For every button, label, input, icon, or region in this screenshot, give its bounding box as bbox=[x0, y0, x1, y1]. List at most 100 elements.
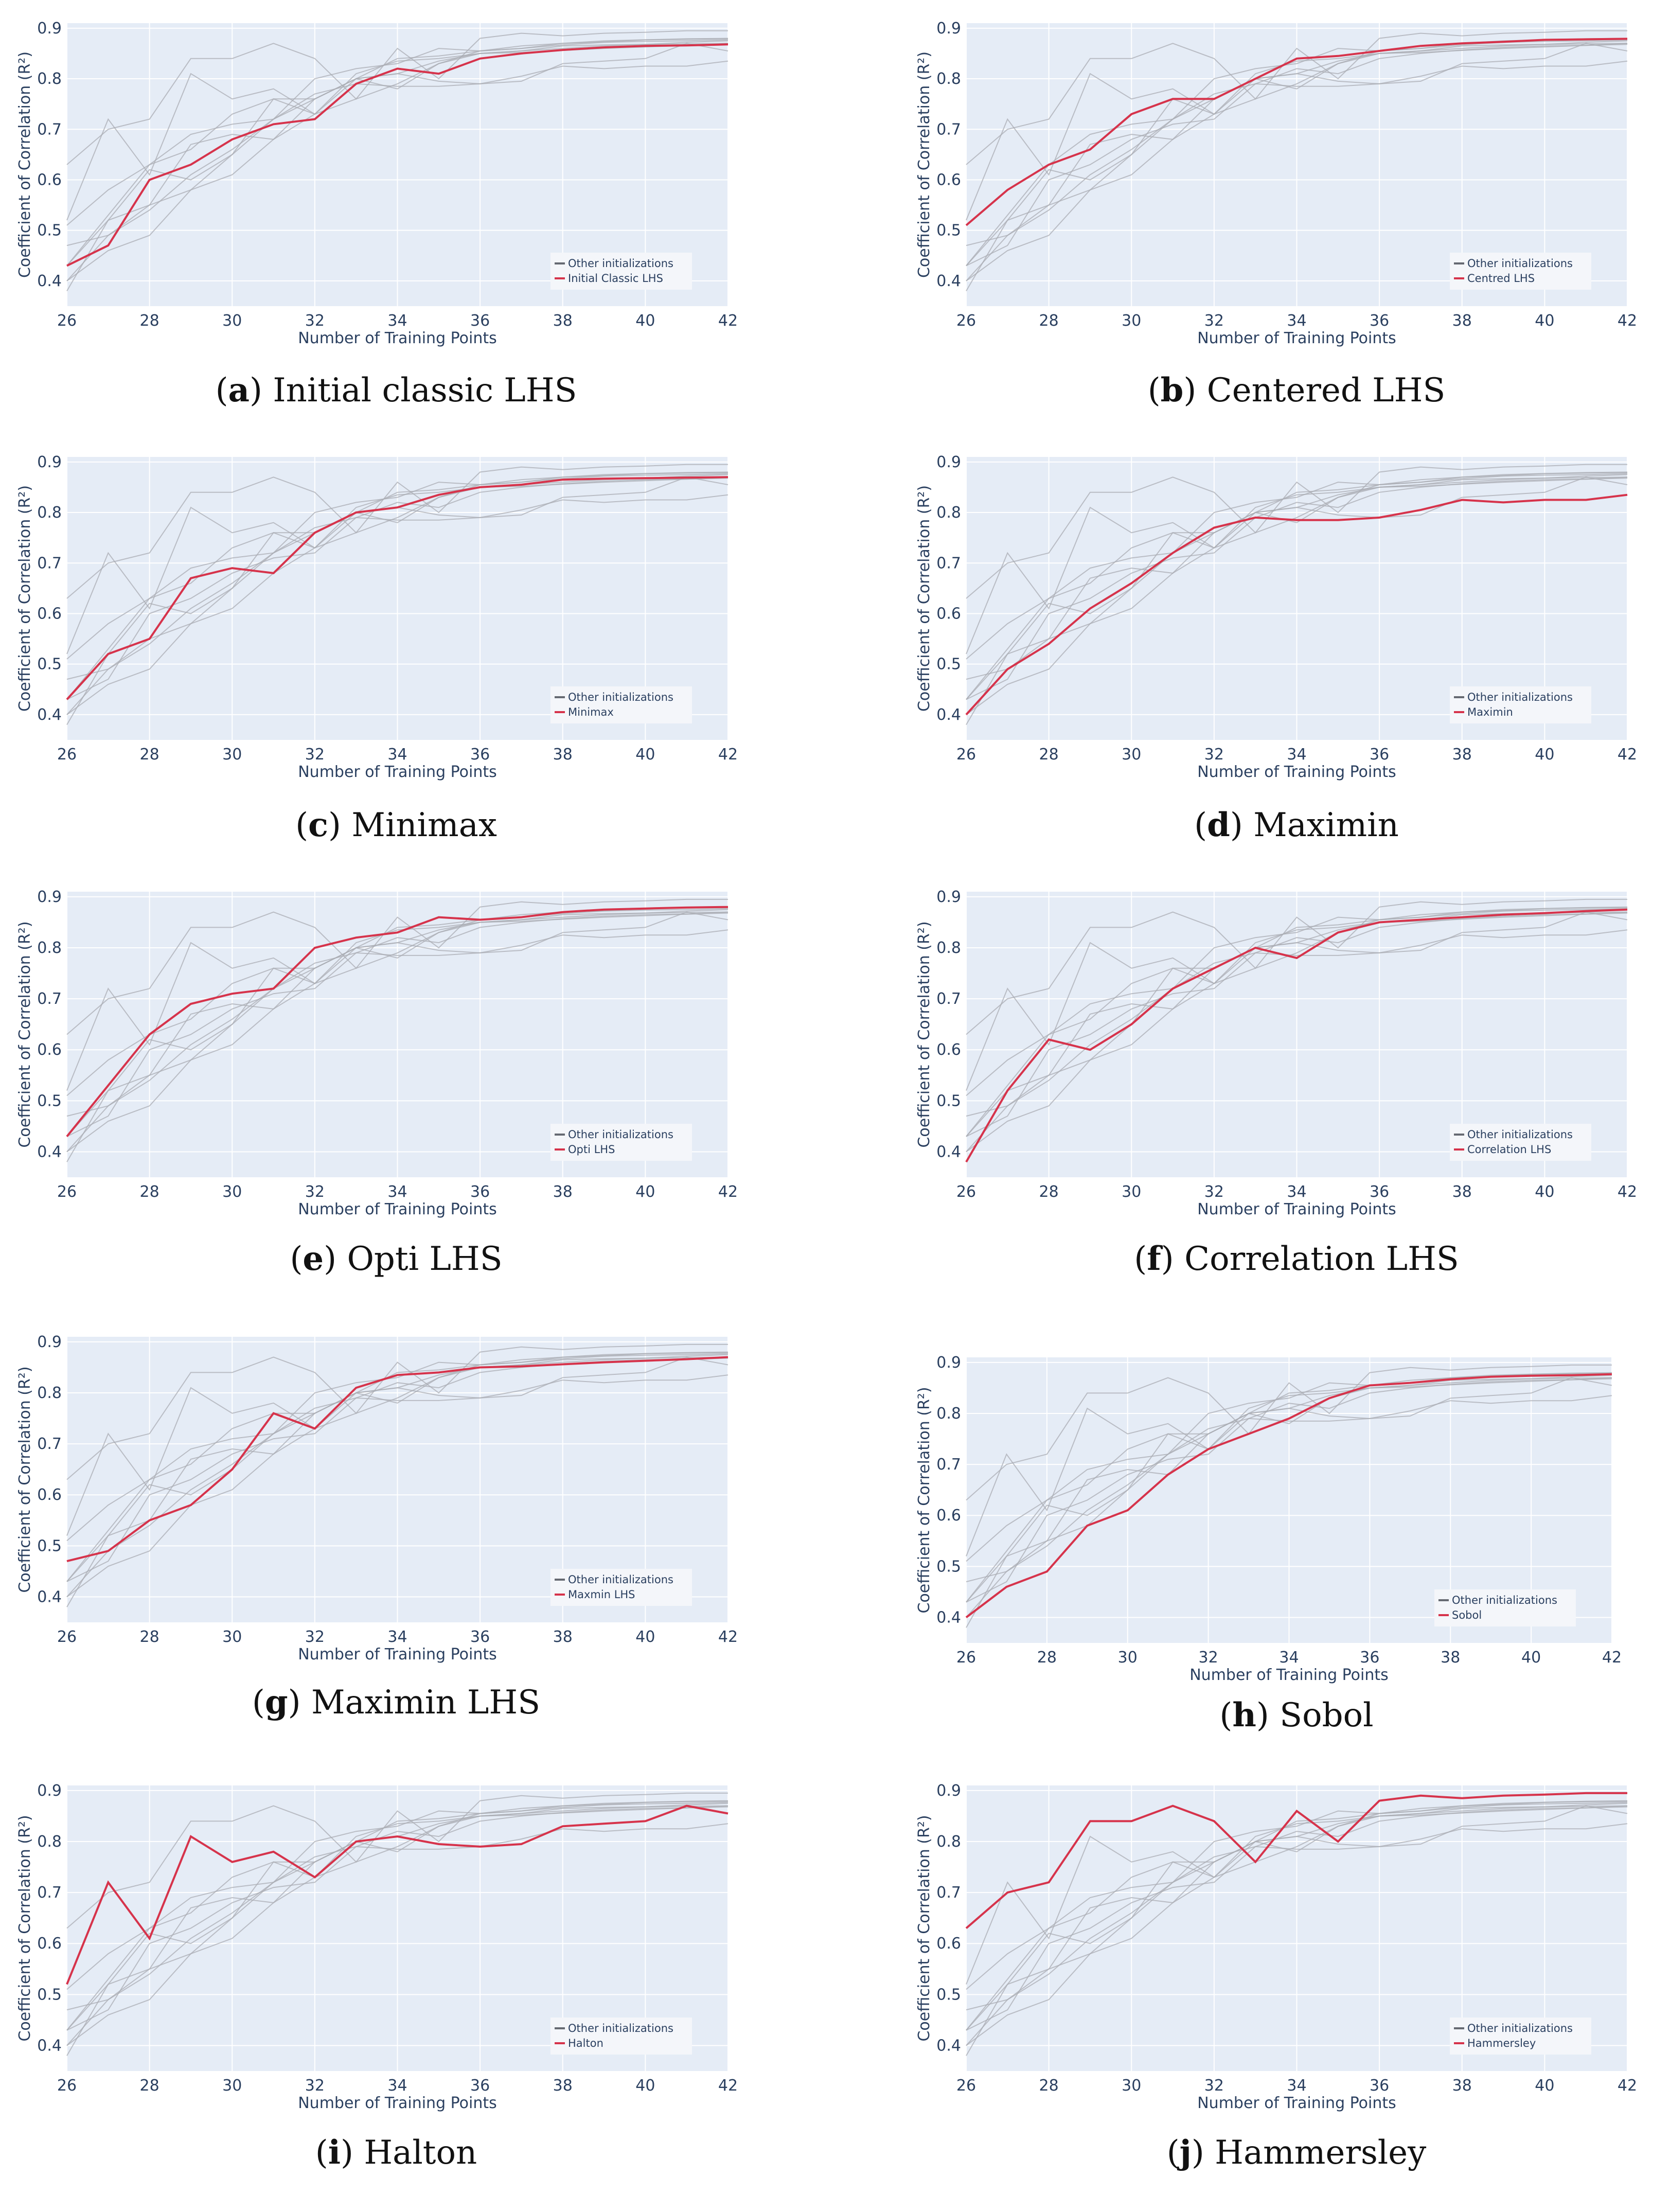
other-initialization-line bbox=[966, 1805, 1628, 1985]
other-initialization-line bbox=[66, 471, 729, 700]
caption-open-paren: ( bbox=[295, 806, 308, 844]
other-initialization-line bbox=[966, 60, 1628, 281]
legend-box bbox=[550, 1569, 692, 1606]
y-tick-label: 0.8 bbox=[936, 70, 961, 88]
x-tick-label: 28 bbox=[1037, 1649, 1057, 1667]
y-tick-label: 0.9 bbox=[936, 888, 961, 906]
legend-box bbox=[1450, 253, 1591, 290]
y-tick-label: 0.8 bbox=[37, 1384, 62, 1402]
other-initialization-line bbox=[966, 1800, 1628, 2031]
caption-close-paren: ) bbox=[1192, 2134, 1215, 2172]
x-tick-label: 26 bbox=[57, 312, 77, 330]
caption-title: Minimax bbox=[351, 806, 497, 844]
other-initialization-line bbox=[966, 1374, 1612, 1628]
other-initialization-line bbox=[66, 1805, 729, 2011]
x-tick-label: 30 bbox=[1122, 2077, 1141, 2095]
caption-title: Hammersley bbox=[1215, 2134, 1426, 2172]
other-initialization-line bbox=[66, 43, 729, 221]
x-tick-label: 42 bbox=[718, 746, 738, 764]
panel-caption: (i) Halton bbox=[315, 2133, 477, 2172]
x-tick-label: 38 bbox=[1452, 746, 1472, 764]
legend: Other initializations Maximin bbox=[1450, 686, 1591, 723]
x-tick-label: 26 bbox=[57, 746, 77, 764]
other-initialization-line bbox=[966, 908, 1628, 1153]
caption-title: Maximin bbox=[1253, 806, 1399, 844]
y-tick-label: 0.5 bbox=[37, 656, 62, 674]
caption-letter: h bbox=[1232, 1696, 1256, 1735]
panel-g: 0.4 0.5 0.6 0.7 0.8 0.9 26 28 30 32 34 36 38 40 42 Numb… bbox=[16, 1333, 738, 1722]
other-initialization-line bbox=[66, 911, 729, 1091]
x-tick-label: 40 bbox=[1535, 312, 1554, 330]
legend-other-label: Other initializations bbox=[568, 1573, 673, 1586]
caption-open-paren: ( bbox=[216, 371, 228, 410]
legend-other-label: Other initializations bbox=[1452, 1594, 1557, 1606]
y-tick-label: 0.7 bbox=[936, 120, 961, 138]
y-tick-label: 0.6 bbox=[936, 1041, 961, 1059]
y-tick-label: 0.5 bbox=[37, 1537, 62, 1555]
other-initialization-line bbox=[66, 1800, 729, 1990]
other-initialization-line bbox=[966, 1802, 1628, 2056]
x-tick-label: 28 bbox=[140, 2077, 159, 2095]
y-tick-label: 0.8 bbox=[936, 1833, 961, 1851]
y-tick-label: 0.7 bbox=[936, 1456, 961, 1474]
legend: Other initializations Sobol bbox=[1434, 1589, 1576, 1626]
x-axis-title: Number of Training Points bbox=[298, 329, 497, 347]
other-initialization-line bbox=[966, 43, 1628, 246]
x-tick-label: 38 bbox=[553, 746, 573, 764]
other-initialization-line bbox=[966, 476, 1628, 654]
panel-b: 0.4 0.5 0.6 0.7 0.8 0.9 26 28 30 32 34 36 38 40 42 Numb… bbox=[915, 20, 1637, 410]
panel-d: 0.4 0.5 0.6 0.7 0.8 0.9 26 28 30 32 34 36 38 40 42 Numb… bbox=[915, 453, 1637, 844]
other-initialization-line bbox=[66, 464, 728, 599]
x-axis-title: Number of Training Points bbox=[298, 1645, 497, 1664]
other-initialization-line bbox=[66, 473, 729, 715]
legend-box bbox=[550, 1124, 692, 1161]
other-initialization-line bbox=[66, 1354, 729, 1607]
other-initialization-line bbox=[66, 909, 729, 1162]
caption-close-paren: ) bbox=[341, 2134, 364, 2172]
legend: Other initializations Minimax bbox=[550, 686, 692, 723]
x-tick-label: 26 bbox=[57, 2077, 77, 2095]
x-tick-label: 28 bbox=[1039, 2077, 1059, 2095]
y-tick-label: 0.7 bbox=[37, 1435, 62, 1453]
other-initialization-line bbox=[966, 1377, 1612, 1583]
other-initialization-line bbox=[66, 1351, 729, 1582]
y-tick-label: 0.5 bbox=[37, 222, 62, 240]
other-initialization-line bbox=[966, 477, 1628, 700]
y-tick-label: 0.8 bbox=[37, 939, 62, 957]
caption-letter: j bbox=[1177, 2133, 1192, 2172]
highlight-series-line bbox=[965, 1792, 1627, 1930]
legend-highlight-label: Hammersley bbox=[1467, 2037, 1536, 2049]
y-tick-label: 0.4 bbox=[936, 1143, 961, 1161]
x-tick-label: 30 bbox=[222, 312, 242, 330]
y-axis-title: Coefficient of Correlation (R²) bbox=[915, 1815, 933, 2041]
x-tick-label: 32 bbox=[305, 1183, 325, 1201]
y-tick-label: 0.6 bbox=[37, 171, 62, 189]
caption-close-paren: ) bbox=[1161, 1240, 1184, 1278]
y-tick-label: 0.5 bbox=[936, 656, 961, 674]
y-tick-label: 0.6 bbox=[936, 171, 961, 189]
caption-open-paren: ( bbox=[252, 1684, 265, 1722]
other-initialization-line bbox=[966, 464, 1627, 599]
legend-other-label: Other initializations bbox=[1467, 1128, 1573, 1141]
caption-open-paren: ( bbox=[315, 2134, 328, 2172]
y-tick-label: 0.5 bbox=[936, 1986, 961, 2004]
x-tick-label: 42 bbox=[1618, 746, 1637, 764]
x-tick-label: 32 bbox=[305, 1628, 325, 1646]
caption-title: Maximin LHS bbox=[311, 1684, 540, 1722]
x-tick-label: 40 bbox=[635, 1183, 655, 1201]
y-tick-label: 0.9 bbox=[37, 1333, 62, 1351]
caption-close-paren: ) bbox=[1256, 1696, 1280, 1735]
panel-caption: (c) Minimax bbox=[295, 806, 497, 844]
legend-highlight-label: Sobol bbox=[1452, 1609, 1482, 1621]
x-tick-label: 40 bbox=[1521, 1649, 1541, 1667]
caption-close-paren: ) bbox=[1230, 806, 1253, 844]
highlight-series-line bbox=[965, 1373, 1612, 1618]
y-tick-label: 0.8 bbox=[37, 70, 62, 88]
x-axis-title: Number of Training Points bbox=[298, 763, 497, 781]
panel-caption: (b) Centered LHS bbox=[1148, 371, 1446, 410]
y-tick-label: 0.4 bbox=[37, 706, 62, 724]
y-tick-label: 0.5 bbox=[37, 1092, 62, 1110]
panel-caption: (e) Opti LHS bbox=[290, 1240, 502, 1278]
legend: Other initializations Hammersley bbox=[1450, 2018, 1591, 2055]
x-tick-label: 36 bbox=[1360, 1649, 1379, 1667]
